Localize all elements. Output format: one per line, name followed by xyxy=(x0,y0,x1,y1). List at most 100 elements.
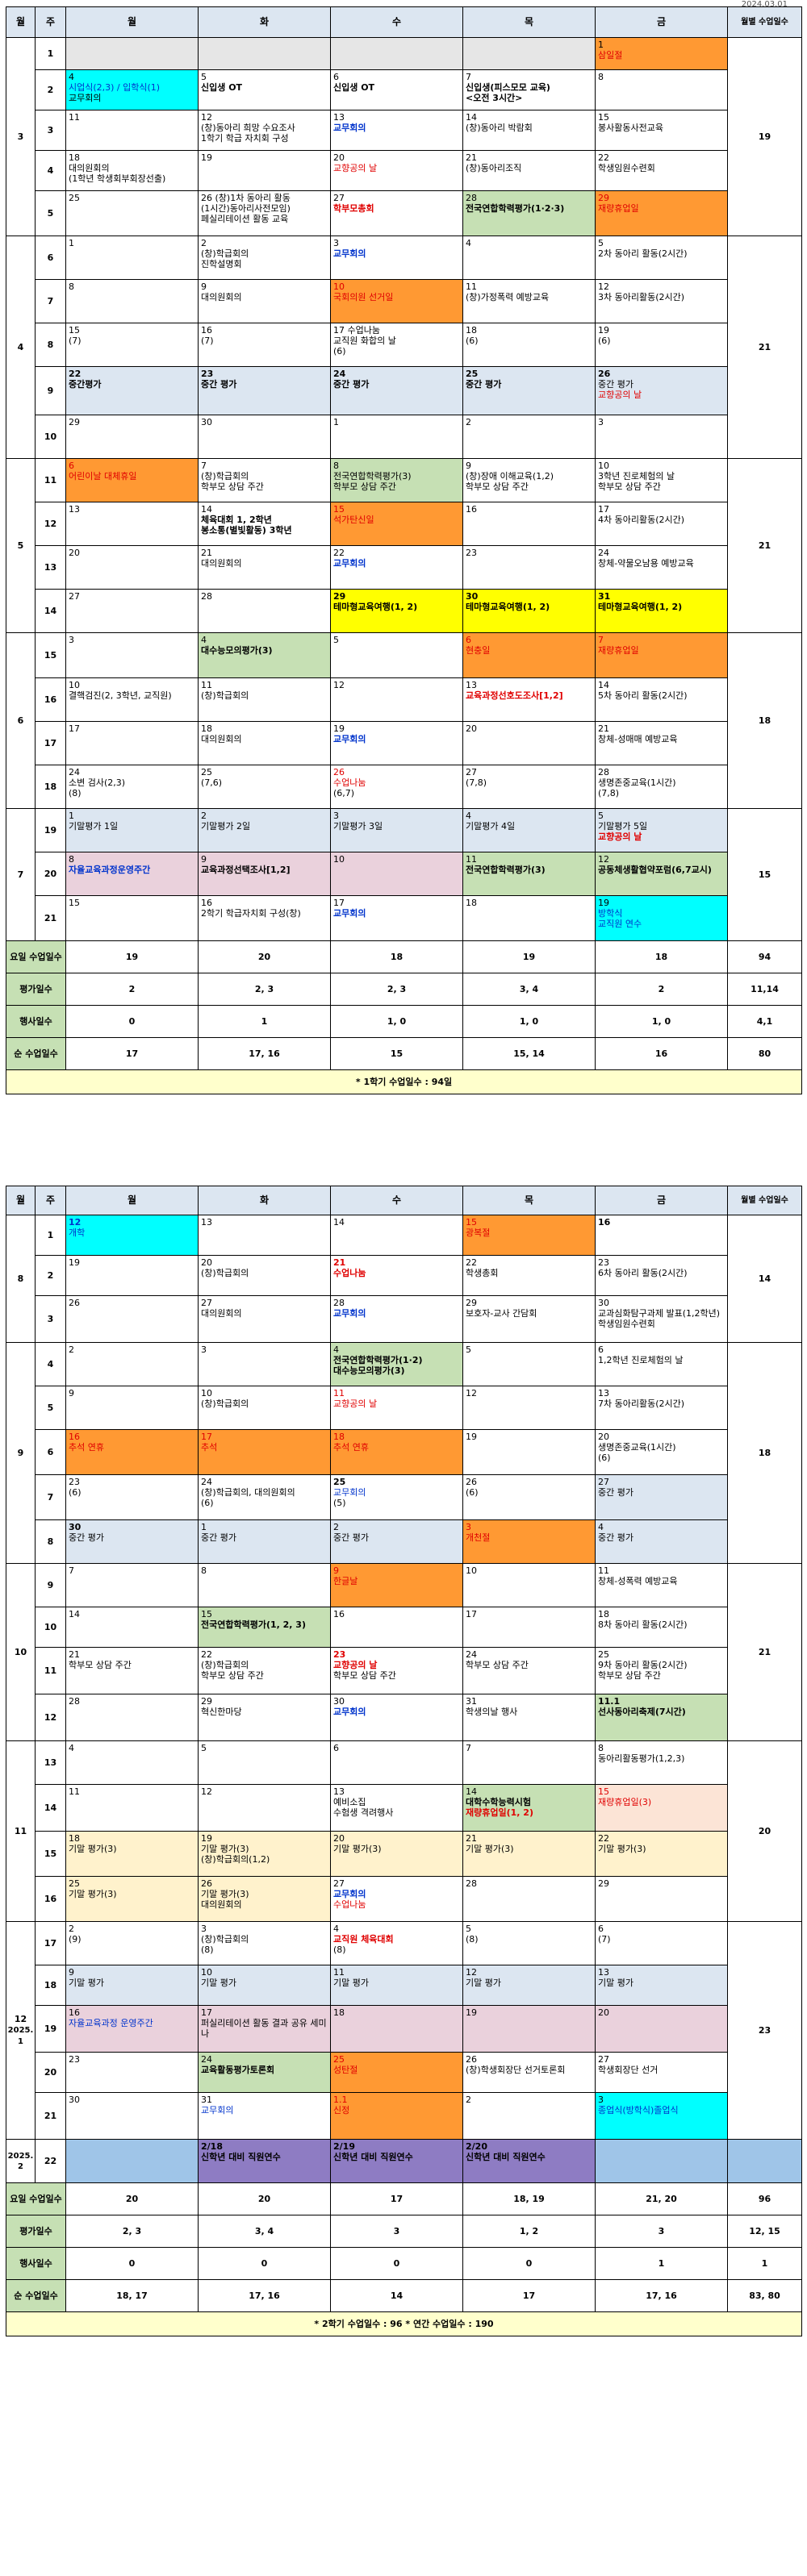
event-text: 테마형교육여행(1, 2) xyxy=(466,602,550,612)
day-cell: 23 중간 평가 xyxy=(198,366,331,415)
day-cell: 30 xyxy=(198,415,331,459)
day-cell: 3 개천절 xyxy=(462,1519,596,1564)
day-cell: 18 기말 평가(3) xyxy=(65,1831,199,1877)
day-cell: 24 (창)학급회의, 대의원회의 (6) xyxy=(198,1474,331,1520)
day-cell: 17 4차 동아리활동(2시간) xyxy=(595,502,728,546)
event-text: 한글날 xyxy=(333,1576,358,1586)
day-cell: 16 자율교육과정 운영주간 xyxy=(65,2005,199,2053)
day-number: 30 xyxy=(333,1696,345,1707)
event-text: 석가탄신일 xyxy=(333,515,374,525)
day-number: 22 xyxy=(598,152,609,163)
day-cell: 25 9차 동아리 활동(2시간) 학부모 상담 주간 xyxy=(595,1647,728,1694)
day-number: 28 xyxy=(69,1696,80,1707)
day-cell: 1 xyxy=(65,236,199,280)
day-cell: 17 추석 xyxy=(198,1429,331,1475)
day-cell: 7 xyxy=(462,1740,596,1785)
day-cell: 29 xyxy=(595,1876,728,1922)
event-text: (7,6) xyxy=(201,777,223,788)
week-number: 16 xyxy=(35,1876,66,1922)
header-thu: 목 xyxy=(462,1186,596,1215)
day-cell: 25 중간 평가 xyxy=(462,366,596,415)
day-number: 9 xyxy=(201,854,207,865)
day-cell: 5 기말평가 5일 교향공의 날 xyxy=(595,808,728,852)
day-cell: 20 xyxy=(462,721,596,765)
header-wed: 수 xyxy=(330,6,463,38)
event-text: 교직원 화합의 날 xyxy=(333,336,396,346)
event-text: 기말 평가 xyxy=(201,1978,236,1988)
event-text: 교과심화탐구과제 발표(1,2학년) xyxy=(598,1308,721,1319)
event-text: 교직원 체육대회 xyxy=(333,1934,394,1945)
day-number: 10 xyxy=(201,1967,212,1978)
event-text: 교무회의 xyxy=(201,2105,234,2115)
day-number: 28 xyxy=(333,1298,345,1308)
day-number: 19 xyxy=(201,1833,212,1844)
event-text: 2학기 학급자치회 구성(창) xyxy=(201,908,301,919)
day-cell: 5 xyxy=(198,1740,331,1785)
day-number: 17 xyxy=(201,1432,212,1442)
day-cell: 17 xyxy=(462,1607,596,1648)
header-wed: 수 xyxy=(330,1186,463,1215)
day-number: 13 xyxy=(598,1967,609,1978)
summary-value: 2, 3 xyxy=(65,2215,199,2248)
event-text: (1학년 학생회부회장선출) xyxy=(69,173,166,184)
day-cell: 30 중간 평가 xyxy=(65,1519,199,1564)
day-number: 19 xyxy=(333,723,345,734)
day-number: 12 xyxy=(598,854,609,865)
event-text: 대의원회의 xyxy=(201,734,242,744)
day-number: 31 xyxy=(201,2095,212,2105)
day-number: 10 xyxy=(333,281,345,292)
summary-value: 2, 3 xyxy=(330,973,463,1006)
monthly-days: 19 xyxy=(727,37,802,236)
day-number: 16 xyxy=(333,1609,345,1619)
day-cell: 9 교육과정선택조사[1,2] xyxy=(198,852,331,896)
week-number: 6 xyxy=(35,1429,66,1475)
monthly-days: 21 xyxy=(727,1563,802,1741)
day-cell: 23 xyxy=(462,545,596,590)
day-cell: 2 (창)학급회의 진학설명회 xyxy=(198,236,331,280)
event-text: (9) xyxy=(69,1934,82,1945)
day-cell: 24 창체-약물오남용 예방교육 xyxy=(595,545,728,590)
day-number: 24 xyxy=(69,767,80,777)
month-label: 9 xyxy=(6,1342,36,1564)
summary-value: 1, 0 xyxy=(462,1005,596,1038)
day-cell: 5 (8) xyxy=(462,1921,596,1965)
summary-label: 순 수업일수 xyxy=(6,1037,66,1070)
day-number: 5 xyxy=(466,1344,471,1355)
summary-total: 96 xyxy=(727,2182,802,2215)
day-number: 7 xyxy=(598,635,604,645)
day-cell: 27 교무회의 수업나눔 xyxy=(330,1876,463,1922)
day-number: 6 xyxy=(598,1924,604,1934)
day-cell: 12 3차 동아리활동(2시간) xyxy=(595,279,728,323)
week-number: 5 xyxy=(35,190,66,236)
day-number: 12 xyxy=(466,1967,477,1978)
day-number: 23 xyxy=(333,1649,346,1660)
header-mon: 월 xyxy=(65,1186,199,1215)
event-text: 전국연합학력평가(3) xyxy=(333,471,412,481)
day-cell: 4 기말평가 4일 xyxy=(462,808,596,852)
day-number: 4 xyxy=(598,1522,604,1532)
event-text: 기말 평가(3) xyxy=(333,1844,382,1854)
day-number: 2/19 xyxy=(333,2141,355,2152)
event-text: 교무회의 xyxy=(333,908,366,919)
event-text: 기말 평가 xyxy=(69,1978,104,1988)
day-number: 3 xyxy=(598,417,604,427)
event-text: (1시간)동아리사전모임) xyxy=(201,203,291,214)
event-text: 대학수학능력시험 xyxy=(466,1797,531,1807)
day-number: 27 xyxy=(333,1878,345,1889)
day-number: 11.1 xyxy=(598,1696,621,1707)
day-cell: 15 재량휴업일(3) xyxy=(595,1784,728,1832)
day-cell: 19 xyxy=(462,1429,596,1475)
day-number: 2 xyxy=(69,1344,74,1355)
day-number: 2 xyxy=(201,811,207,821)
day-number: 13 xyxy=(333,1786,345,1797)
event-text: (창)학급회의 xyxy=(201,1934,249,1945)
day-number: 23 xyxy=(69,2054,80,2065)
summary-value: 18, 17 xyxy=(65,2279,199,2312)
day-cell: 4 xyxy=(65,1740,199,1785)
day-cell: 19 xyxy=(65,1255,199,1296)
day-cell: 14 (창)동아리 박람회 xyxy=(462,110,596,151)
event-text: 신입생 OT xyxy=(201,82,243,93)
event-text: 대수능모의평가(3) xyxy=(333,1365,405,1376)
event-text: 교무회의 xyxy=(333,123,366,133)
day-cell: 28 생명존중교육(1시간) (7,8) xyxy=(595,765,728,809)
